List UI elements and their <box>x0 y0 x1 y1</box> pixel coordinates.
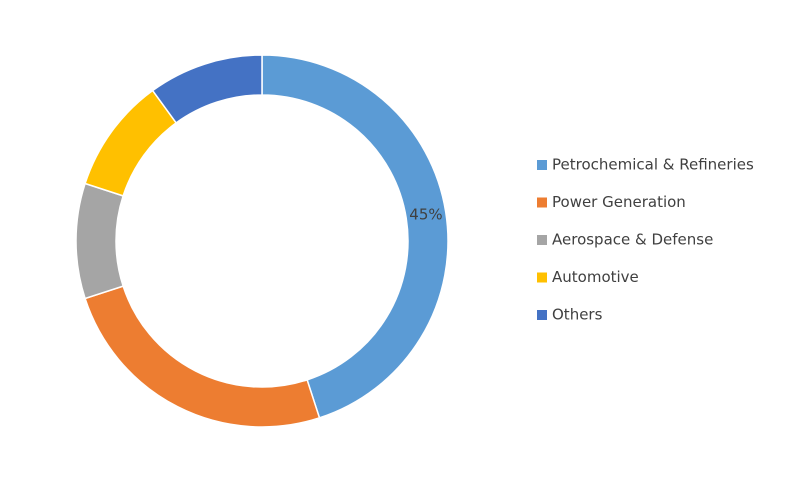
donut-segment <box>261 54 449 419</box>
legend-label: Others <box>552 306 603 324</box>
donut-segment <box>151 54 263 124</box>
donut-segment <box>84 89 178 197</box>
data-label: 45% <box>409 206 442 224</box>
legend-label: Automotive <box>552 268 639 286</box>
legend-label: Power Generation <box>552 193 686 211</box>
legend-swatch <box>537 160 547 170</box>
donut-segment <box>84 285 321 428</box>
legend-swatch <box>537 272 547 283</box>
legend-swatch <box>537 197 547 208</box>
legend-swatch <box>537 235 547 245</box>
legend-label: Aerospace & Defense <box>552 231 713 249</box>
donut-segment <box>75 182 125 300</box>
legend-label: Petrochemical & Refineries <box>552 156 754 174</box>
legend-swatch <box>537 310 547 320</box>
